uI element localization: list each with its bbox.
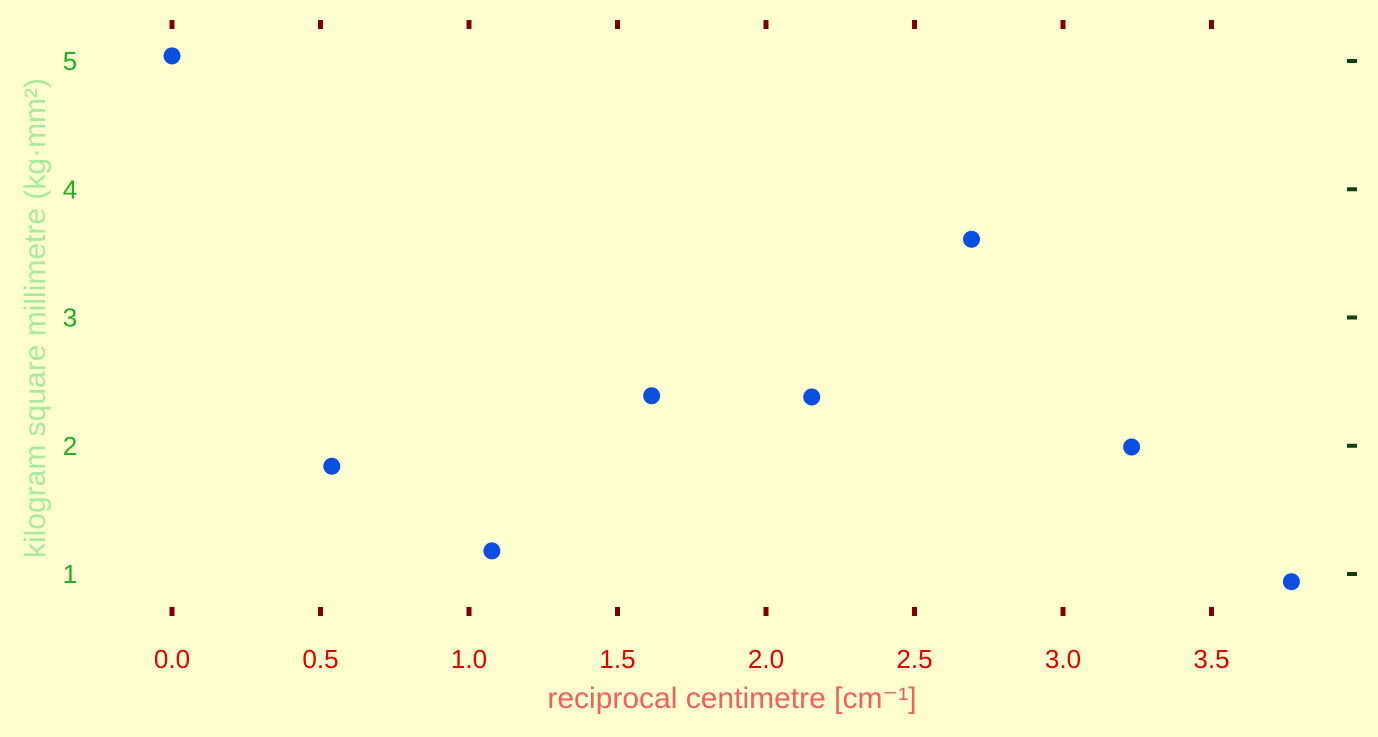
x-tick-mark-top	[1209, 20, 1214, 29]
y-tick-mark-right	[1347, 572, 1357, 576]
data-point	[1123, 438, 1141, 456]
y-tick-label: 2	[63, 431, 77, 461]
x-tick-mark-top	[466, 20, 472, 29]
x-tick-mark-bottom	[318, 607, 323, 616]
bottom-x-tick-marks	[169, 607, 1214, 616]
x-tick-mark-top	[169, 20, 175, 29]
y-tick-mark-right	[1347, 315, 1357, 320]
x-tick-label: 0.5	[302, 644, 338, 674]
right-y-tick-marks	[1347, 59, 1357, 576]
data-point	[163, 47, 181, 65]
x-axis-label: reciprocal centimetre [cm⁻¹]	[547, 682, 916, 715]
x-tick-mark-bottom	[1209, 607, 1214, 616]
x-tick-label: 0.0	[154, 644, 190, 674]
x-tick-label: 1.0	[451, 644, 487, 674]
data-point	[643, 387, 661, 405]
data-point	[803, 388, 821, 406]
y-tick-label: 4	[63, 174, 77, 204]
x-tick-label: 2.0	[748, 644, 784, 674]
y-tick-mark-right	[1347, 187, 1357, 192]
x-tick-mark-bottom	[912, 607, 917, 616]
x-tick-mark-bottom	[615, 607, 620, 616]
x-tick-mark-top	[912, 20, 917, 29]
x-tick-label: 3.5	[1193, 644, 1229, 674]
x-tick-mark-bottom	[169, 607, 175, 616]
data-points	[163, 47, 1300, 591]
y-axis-label: kilogram square millimetre (kg·mm²)	[19, 78, 52, 558]
y-tick-label: 1	[63, 559, 77, 589]
y-tick-label: 3	[63, 303, 77, 333]
y-tick-mark-right	[1347, 59, 1357, 63]
x-tick-mark-top	[318, 20, 323, 29]
x-tick-mark-top	[615, 20, 620, 29]
y-tick-label: 5	[63, 46, 77, 76]
x-tick-mark-bottom	[1060, 607, 1066, 616]
data-point	[323, 457, 341, 475]
x-tick-mark-bottom	[466, 607, 472, 616]
x-tick-mark-top	[1060, 20, 1066, 29]
x-tick-mark-bottom	[763, 607, 769, 616]
top-x-tick-marks	[169, 20, 1214, 29]
x-tick-labels: 0.0 0.5 1.0 1.5 2.0 2.5 3.0 3.5	[154, 644, 1230, 674]
data-point	[1282, 573, 1300, 591]
y-tick-labels: 1 2 3 4 5	[63, 46, 77, 589]
x-tick-mark-top	[763, 20, 769, 29]
x-tick-label: 1.5	[599, 644, 635, 674]
data-point	[483, 542, 501, 560]
x-tick-label: 2.5	[896, 644, 932, 674]
x-tick-label: 3.0	[1045, 644, 1081, 674]
data-point	[963, 230, 981, 248]
y-tick-mark-right	[1347, 443, 1357, 448]
